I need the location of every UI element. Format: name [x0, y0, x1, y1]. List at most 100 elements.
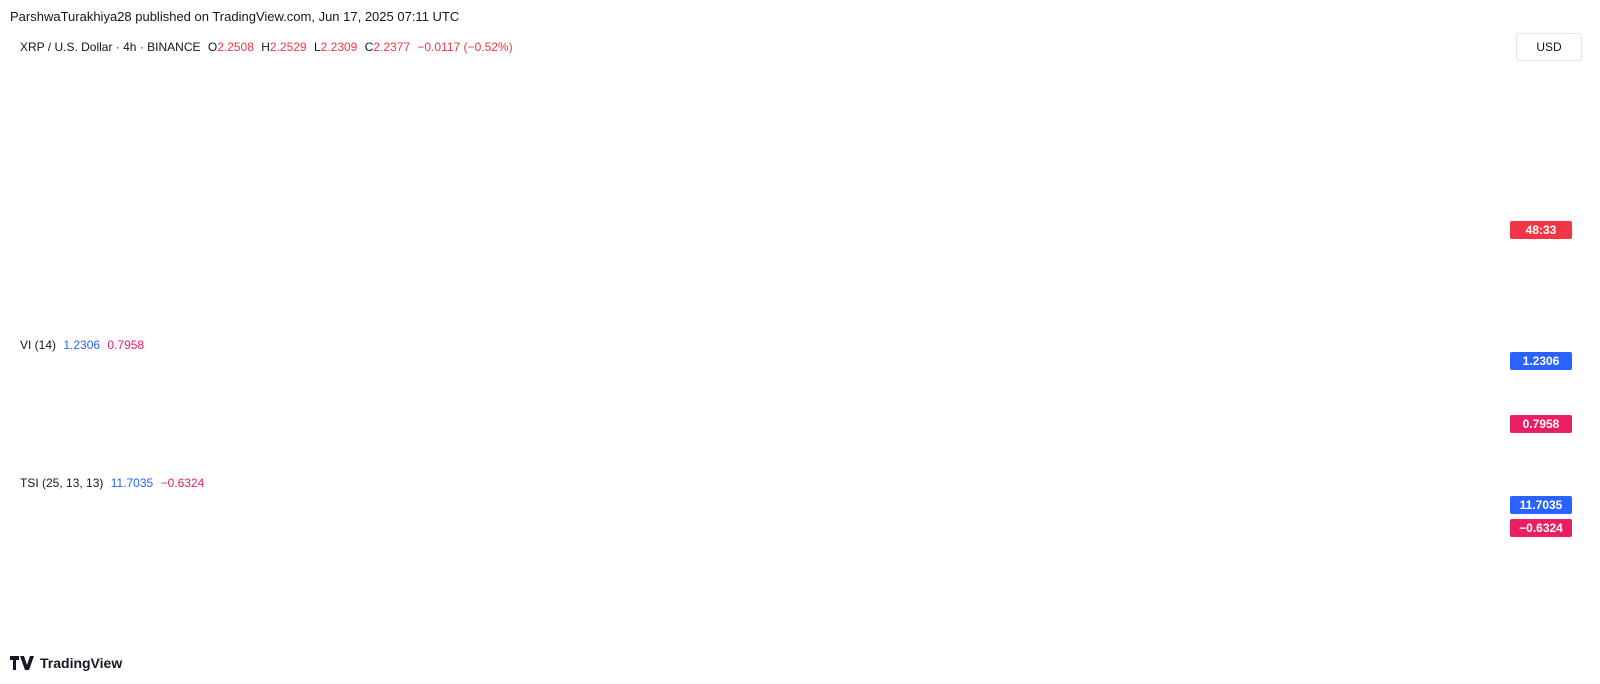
candle-body — [468, 200, 476, 210]
candle-body — [338, 155, 345, 165]
candle-body — [1224, 236, 1232, 250]
vi-minus-value: 0.7958 — [107, 338, 145, 352]
countdown-label: 48:33 — [1510, 221, 1572, 239]
candle-body — [263, 155, 270, 165]
candle-body — [1168, 258, 1176, 268]
time-tick-label: 17 — [133, 611, 147, 625]
candle-body — [95, 160, 102, 174]
vi-name[interactable]: VI (14) — [20, 338, 57, 352]
candle-body — [935, 249, 942, 255]
candle-body — [842, 213, 849, 219]
candle-body — [524, 195, 532, 205]
candle-body — [356, 142, 364, 147]
candle-body — [1103, 231, 1110, 241]
vi-legend: VI (14) 1.2306 0.7958 — [20, 338, 148, 352]
tradingview-logo-icon — [10, 656, 34, 670]
tsi-signal-value: −0.6324 — [160, 476, 205, 490]
candle-body — [823, 209, 830, 219]
candle-body — [804, 240, 812, 250]
candle-body — [786, 258, 793, 264]
time-tick-label: 11 — [999, 611, 1012, 625]
candle-body — [20, 70, 28, 89]
candle-body — [170, 178, 177, 187]
candle-body — [506, 178, 513, 187]
candle-body — [1066, 191, 1073, 196]
candle-body — [450, 186, 457, 196]
candle-body — [636, 200, 644, 205]
candle-body — [599, 213, 606, 223]
candle-body — [898, 276, 905, 295]
candle-body — [664, 240, 672, 255]
tsi-name[interactable]: TSI (25, 13, 13) — [20, 476, 104, 490]
candle-body — [412, 191, 420, 201]
candle-body — [1252, 186, 1260, 219]
candle-body — [515, 186, 522, 196]
currency-button[interactable]: USD — [1516, 33, 1582, 61]
candle-body — [1187, 267, 1194, 273]
time-tick-label: 2 — [1435, 611, 1442, 625]
candle-body — [888, 249, 896, 277]
footer-brand[interactable]: TradingView — [10, 655, 122, 671]
candle-body — [282, 178, 289, 183]
candle-body — [1122, 263, 1129, 282]
candle-body — [991, 204, 998, 219]
candle-body — [655, 213, 662, 241]
tsi-tick-label: 20.0000 — [1494, 478, 1538, 492]
candle-body — [562, 182, 569, 187]
candle-body — [431, 178, 438, 183]
candle-body — [1019, 195, 1026, 205]
tsi-price-label: 11.7035 — [1510, 496, 1572, 514]
candle-body — [114, 155, 121, 165]
candle-body — [954, 249, 961, 255]
candles — [0, 46, 1484, 302]
price-tick-label: 2.3000 — [1494, 193, 1531, 207]
candle-body — [758, 258, 765, 264]
candle-body — [795, 249, 802, 259]
candle-body — [216, 142, 224, 178]
time-tick-label: 25 — [422, 611, 436, 625]
time-tick-label: 15 — [1143, 611, 1157, 625]
candle-body — [422, 182, 429, 192]
time-tick-label: 19 — [206, 611, 220, 625]
time-tick-label: 21 — [1359, 611, 1373, 625]
candle-body — [702, 263, 709, 282]
time-tick-label: 29 — [566, 611, 580, 625]
candle-body — [1094, 218, 1101, 232]
time-tick-label: 17 — [1215, 611, 1229, 625]
candle-body — [244, 169, 252, 187]
candle-body — [235, 186, 242, 196]
candle-body — [142, 160, 149, 174]
candle-body — [403, 191, 410, 201]
candle-body — [879, 245, 886, 250]
candle-body — [608, 222, 616, 232]
candle-body — [86, 142, 93, 161]
candle-body — [1028, 195, 1036, 201]
candle-body — [67, 83, 74, 125]
tsi-tick-label: −20.0000 — [1494, 563, 1545, 577]
candle-body — [188, 151, 196, 170]
symbol-label[interactable]: XRP / U.S. Dollar · 4h · BINANCE — [20, 40, 201, 54]
candle-body — [1056, 195, 1064, 201]
candle-body — [674, 254, 681, 264]
grid-lines — [0, 30, 1484, 602]
candle-body — [459, 195, 466, 201]
candle-body — [739, 263, 746, 268]
candle-body — [1131, 276, 1138, 282]
vi-plus-value: 1.2306 — [63, 338, 101, 352]
time-tick-label: 13 — [1071, 611, 1085, 625]
candle-body — [870, 240, 877, 246]
change-value: −0.0117 (−0.52%) — [417, 40, 513, 54]
price-tick-label: 2.1000 — [1494, 283, 1531, 297]
high-label: H — [261, 40, 270, 54]
candle-body — [814, 218, 821, 241]
candle-body — [926, 254, 933, 264]
candle-body — [907, 276, 914, 295]
tsi-signal-price-label: −0.6324 — [1510, 519, 1572, 537]
candle-body — [319, 178, 326, 183]
close-value: 2.2377 — [373, 40, 411, 54]
open-value: 2.2508 — [217, 40, 254, 54]
time-tick-label: 3 — [714, 611, 721, 625]
vi-minus-price-label: 0.7958 — [1510, 415, 1572, 433]
candle-body — [982, 204, 989, 214]
